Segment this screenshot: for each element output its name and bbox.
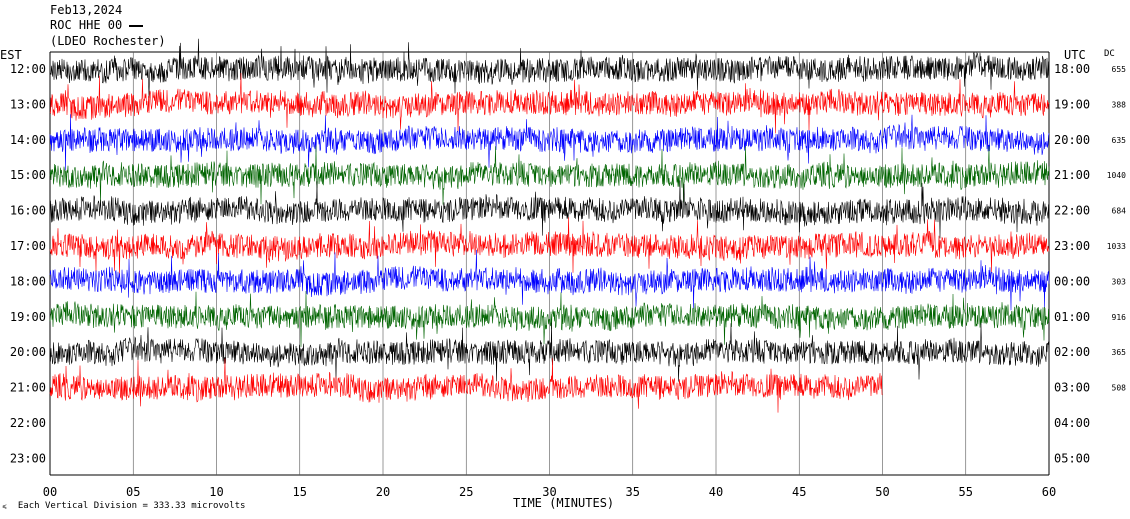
est-hour-label: 19:00 (10, 310, 46, 324)
x-tick-label: 45 (792, 485, 806, 499)
dc-value: 635 (1112, 136, 1127, 145)
utc-hour-labels: 18:00 19:00 20:00 21:00 22:00 23:00 00:00 01:00… (1054, 62, 1090, 465)
x-tick-labels: 00 05 10 15 20 25 30 35 40 45 50 55 60 (43, 485, 1056, 499)
trace-row-8 (49, 322, 1050, 382)
est-hour-label: 13:00 (10, 97, 46, 111)
utc-hour-label: 21:00 (1054, 168, 1090, 182)
dc-value: 1040 (1107, 171, 1126, 180)
utc-hour-label: 22:00 (1054, 204, 1090, 218)
trace-row-1 (49, 72, 1050, 134)
dc-value: 684 (1112, 207, 1127, 216)
dc-value: 388 (1112, 100, 1127, 109)
dc-header-label: DC (1104, 49, 1115, 59)
est-hour-label: 18:00 (10, 274, 46, 288)
utc-hour-label: 02:00 (1054, 345, 1090, 359)
x-tick-label: 50 (875, 485, 889, 499)
est-hour-label: 20:00 (10, 345, 46, 359)
x-tick-label: 60 (1042, 485, 1056, 499)
date-label: Feb13,2024 (50, 3, 123, 17)
trace-row-3 (49, 145, 1050, 205)
trace-row-5 (49, 217, 1050, 276)
x-tick-label: 20 (376, 485, 390, 499)
utc-hour-label: 05:00 (1054, 451, 1090, 465)
utc-hour-label: 04:00 (1054, 416, 1090, 430)
est-hour-label: 17:00 (10, 239, 46, 253)
est-hour-labels: 12:00 13:00 14:00 15:00 16:00 17:00 18:00 19:00… (10, 62, 46, 465)
est-hour-label: 16:00 (10, 204, 46, 218)
x-axis-label: TIME (MINUTES) (513, 496, 615, 510)
utc-hour-label: 18:00 (1054, 62, 1090, 76)
dc-value: 655 (1112, 65, 1127, 74)
trace-row-0 (49, 38, 1050, 98)
utc-hour-label: 03:00 (1054, 381, 1090, 395)
seismic-traces (49, 38, 1050, 413)
x-tick-label: 40 (709, 485, 723, 499)
est-hour-label: 12:00 (10, 62, 46, 76)
est-hour-label: 14:00 (10, 133, 46, 147)
utc-hour-label: 19:00 (1054, 97, 1090, 111)
footer-scale-note: ⩽ Each Vertical Division = 333.33 microv… (2, 501, 246, 511)
x-tick-label: 35 (626, 485, 640, 499)
legend-line (129, 24, 144, 27)
est-hour-label: 15:00 (10, 168, 46, 182)
est-hour-label: 23:00 (10, 451, 46, 465)
x-tick-label: 25 (459, 485, 473, 499)
dc-value: 303 (1112, 277, 1127, 286)
est-zone-label: EST (0, 48, 22, 62)
trace-row-2 (49, 114, 1050, 171)
trace-row-6 (49, 249, 1050, 311)
est-hour-label: 21:00 (10, 381, 46, 395)
utc-hour-label: 00:00 (1054, 274, 1090, 288)
trace-row-7 (49, 290, 1050, 347)
utc-hour-label: 23:00 (1054, 239, 1090, 253)
utc-zone-label: UTC (1064, 48, 1086, 62)
x-tick-label: 55 (959, 485, 973, 499)
trace-row-9 (49, 358, 883, 413)
utc-hour-label: 01:00 (1054, 310, 1090, 324)
dc-value: 508 (1112, 384, 1127, 393)
x-tick-label: 15 (293, 485, 307, 499)
x-tick-label: 30 (542, 485, 556, 499)
x-tick-label: 00 (43, 485, 57, 499)
station-label: ROC HHE 00 (50, 18, 144, 32)
x-tick-label: 10 (209, 485, 223, 499)
dc-value: 365 (1112, 348, 1127, 357)
trace-row-4 (49, 180, 1050, 239)
dc-values: 655 388 635 1040 684 1033 303 916 365 508 (1107, 65, 1126, 393)
dc-value: 916 (1112, 313, 1127, 322)
network-label: (LDEO Rochester) (50, 34, 166, 48)
grid-lines (49, 51, 1050, 476)
dc-value: 1033 (1107, 242, 1126, 251)
est-hour-label: 22:00 (10, 416, 46, 430)
x-tick-label: 05 (126, 485, 140, 499)
utc-hour-label: 20:00 (1054, 133, 1090, 147)
